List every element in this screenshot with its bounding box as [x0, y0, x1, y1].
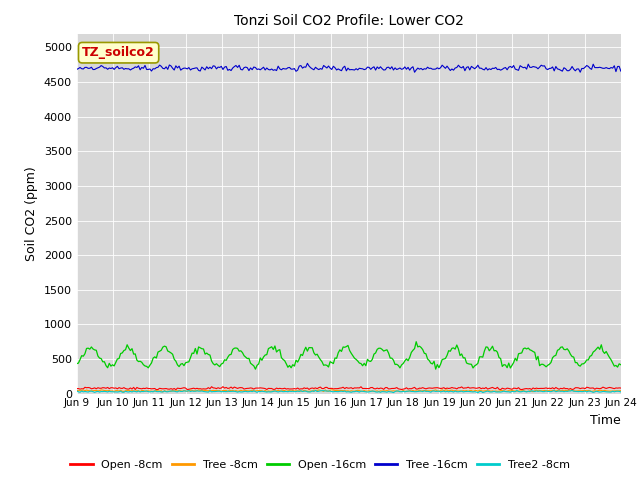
X-axis label: Time: Time	[590, 414, 621, 427]
Title: Tonzi Soil CO2 Profile: Lower CO2: Tonzi Soil CO2 Profile: Lower CO2	[234, 14, 464, 28]
Text: TZ_soilco2: TZ_soilco2	[82, 46, 155, 59]
Y-axis label: Soil CO2 (ppm): Soil CO2 (ppm)	[25, 166, 38, 261]
Legend: Open -8cm, Tree -8cm, Open -16cm, Tree -16cm, Tree2 -8cm: Open -8cm, Tree -8cm, Open -16cm, Tree -…	[66, 456, 574, 474]
